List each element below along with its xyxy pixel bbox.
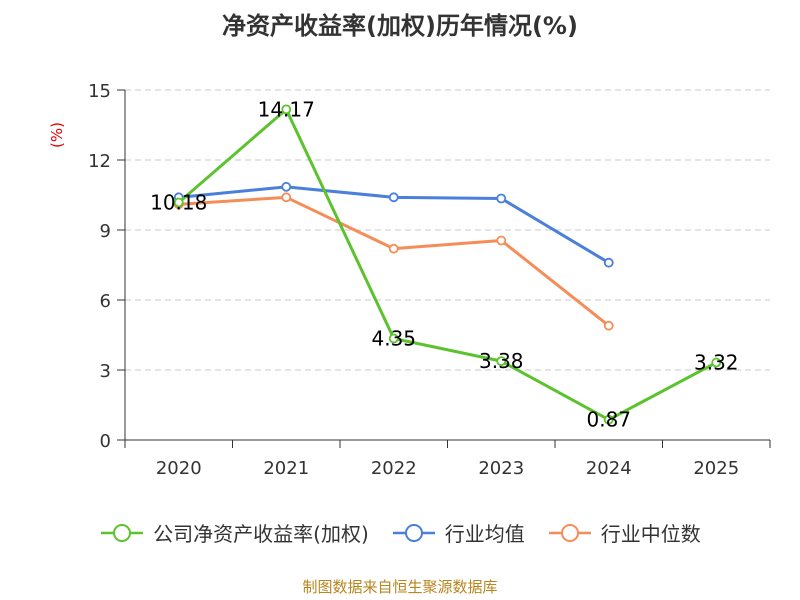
legend-label-industry-median: 行业中位数: [600, 522, 701, 546]
y-tick-label: 12: [88, 151, 111, 172]
data-point: [603, 257, 614, 268]
data-point: [603, 320, 614, 331]
data-point: [281, 192, 292, 203]
data-point: [281, 181, 292, 192]
legend-marker-industry-mean: [392, 523, 435, 542]
data-point: [603, 414, 614, 425]
x-tick-label: 2024: [586, 458, 632, 479]
x-tick-label: 2021: [263, 458, 309, 479]
legend-label-company: 公司净资产收益率(加权): [153, 522, 369, 546]
data-point: [388, 243, 399, 254]
x-tick-label: 2022: [371, 458, 417, 479]
y-tick-label: 9: [100, 221, 111, 242]
data-point: [496, 193, 507, 204]
legend-marker-industry-median: [548, 523, 591, 542]
data-point: [711, 357, 722, 368]
y-tick-label: 3: [100, 361, 111, 382]
legend-label-industry-mean: 行业均值: [444, 522, 525, 546]
data-source-note: 制图数据来自恒生聚源数据库: [302, 578, 498, 596]
chart-title: 净资产收益率(加权)历年情况(%): [222, 12, 578, 40]
data-point: [388, 192, 399, 203]
legend: 公司净资产收益率(加权) 行业均值 行业中位数: [0, 518, 800, 547]
legend-item-industry-mean[interactable]: 行业均值: [391, 518, 525, 547]
series-line: [178, 195, 610, 327]
legend-item-company[interactable]: 公司净资产收益率(加权): [99, 518, 369, 547]
data-point: [388, 333, 399, 344]
line-chart: 0 3 6 9 12 15 2020 2021 2022 2023 2024 2025 10.18 14.…: [88, 81, 771, 479]
series-line: [177, 107, 717, 422]
legend-marker-company: [101, 523, 144, 542]
data-point: [496, 356, 507, 367]
x-tick-label: 2025: [693, 458, 739, 479]
y-tick-label: 0: [100, 431, 111, 452]
data-label: 0.87: [586, 408, 631, 432]
data-label: 14.17: [258, 97, 315, 121]
legend-item-industry-median[interactable]: 行业中位数: [547, 518, 701, 547]
x-tick-label: 2020: [156, 458, 202, 479]
data-label: 3.38: [479, 349, 524, 373]
data-label: 4.35: [371, 327, 416, 351]
data-label: 3.32: [694, 351, 739, 375]
data-point: [281, 104, 292, 115]
y-tick-label: 15: [88, 81, 111, 102]
x-tick-label: 2023: [478, 458, 524, 479]
data-point: [496, 235, 507, 246]
data-point: [173, 197, 184, 208]
y-tick-label: 6: [100, 291, 111, 312]
data-label: 10.18: [150, 190, 207, 214]
